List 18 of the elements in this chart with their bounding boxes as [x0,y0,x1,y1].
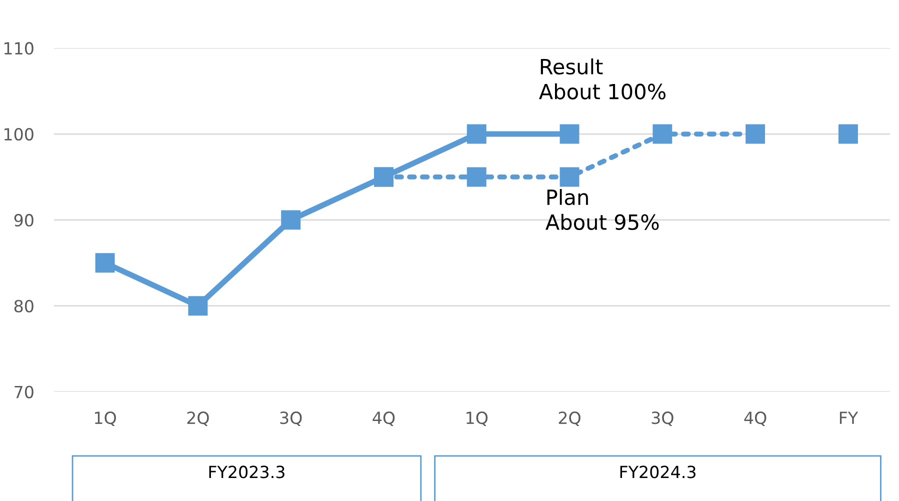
annotation: Result About 100% [539,58,666,100]
x-tick-label: 2Q [187,412,209,426]
text: FY2023.3 [209,466,284,478]
y-tick-label: 110 [4,42,34,55]
y-tick-label: 70 [14,386,34,398]
x-tick-label: 4Q [372,412,395,426]
y-tick-label: 80 [14,300,34,312]
x-tick-label: 1Q [466,412,488,426]
x-tick-label: 2Q [558,412,580,426]
y-tick-label: 90 [14,214,34,227]
x-tick-label: 3Q [652,412,674,426]
text: FY2024.3 [620,466,696,478]
x-tick-label: 3Q [280,412,302,426]
annotation: Plan About 95% [546,189,659,230]
x-tick-label: 1Q [95,412,116,426]
x-tick-label: 4Q [744,412,766,426]
y-tick-label: 100 [4,128,34,141]
x-tick-label: FY [840,412,858,424]
